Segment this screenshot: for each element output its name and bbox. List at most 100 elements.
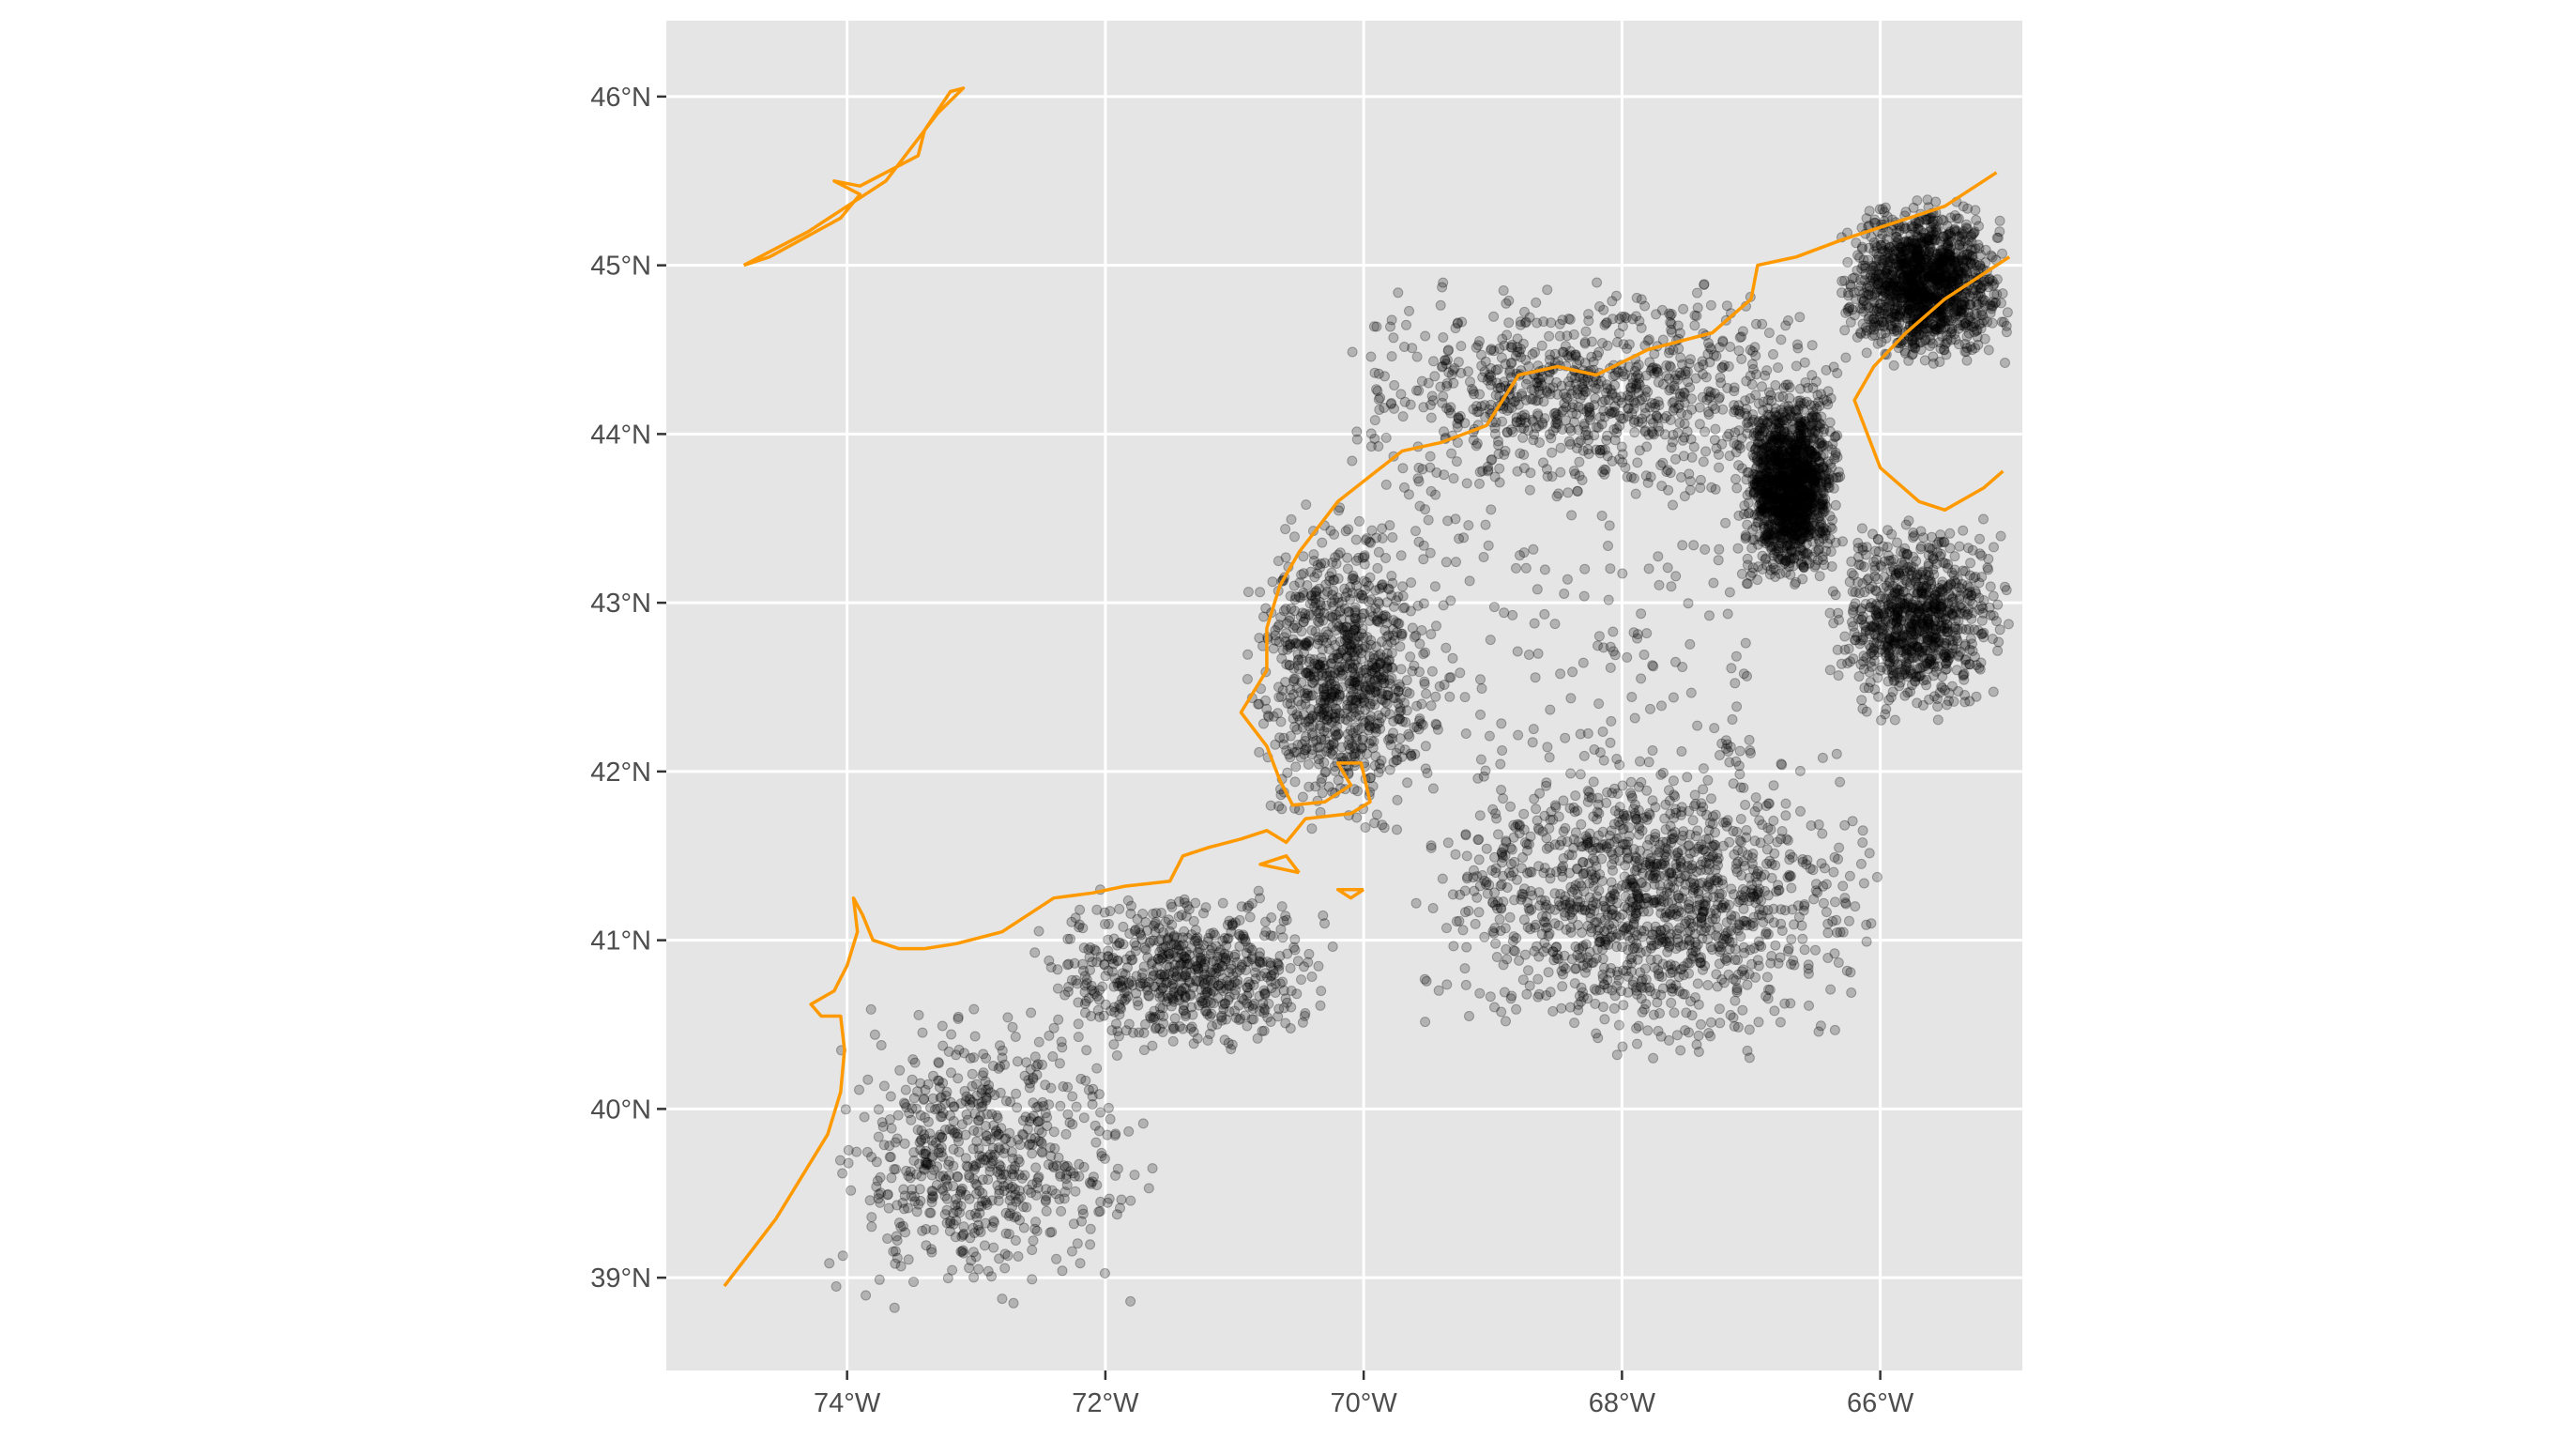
data-point: [1512, 333, 1523, 344]
data-point: [907, 1054, 919, 1065]
data-point: [1046, 1185, 1058, 1196]
data-point: [1386, 589, 1397, 601]
data-point: [1348, 573, 1359, 584]
data-point: [921, 1145, 931, 1156]
data-point: [1078, 1112, 1090, 1124]
data-point: [1384, 709, 1395, 720]
data-point: [1588, 875, 1599, 886]
data-point: [1286, 513, 1297, 525]
data-point: [1704, 610, 1715, 621]
data-point: [999, 1263, 1011, 1274]
data-point: [1276, 653, 1288, 664]
data-point: [1676, 472, 1686, 482]
data-point: [1762, 993, 1774, 1004]
data-point: [1017, 1115, 1029, 1126]
data-point: [1143, 990, 1154, 1001]
data-point: [1486, 865, 1498, 876]
data-point: [1551, 941, 1562, 953]
data-point: [1316, 986, 1327, 997]
data-point: [1169, 1013, 1181, 1024]
data-point: [1478, 552, 1489, 562]
data-point: [978, 1067, 989, 1079]
data-point: [1643, 563, 1654, 574]
data-point: [1539, 564, 1550, 575]
data-point: [1044, 1030, 1055, 1041]
data-point: [1320, 600, 1332, 611]
data-point: [939, 1098, 951, 1110]
data-point: [1459, 692, 1471, 703]
data-point: [1544, 429, 1555, 440]
data-point: [1597, 444, 1608, 455]
data-point: [1280, 524, 1291, 535]
data-point: [1664, 941, 1674, 953]
data-point: [1334, 662, 1345, 673]
data-point: [1696, 952, 1707, 963]
data-point: [1046, 1227, 1058, 1237]
data-point: [1451, 916, 1462, 927]
data-point: [1685, 918, 1697, 929]
data-point: [992, 1166, 1003, 1177]
data-point: [1031, 1102, 1043, 1113]
data-point: [948, 1143, 959, 1155]
data-point: [965, 1052, 976, 1064]
data-point: [960, 1189, 971, 1201]
data-point: [1730, 651, 1742, 662]
data-point: [1351, 695, 1363, 706]
data-point: [1094, 1125, 1105, 1137]
data-point: [1092, 1004, 1104, 1016]
data-point: [1273, 1011, 1284, 1022]
data-point: [1136, 934, 1148, 944]
data-point: [1522, 922, 1533, 933]
data-point: [1285, 590, 1296, 602]
data-point: [1521, 988, 1532, 1000]
data-point: [1766, 872, 1777, 883]
data-point: [921, 1159, 932, 1171]
data-point: [1811, 879, 1821, 890]
data-point: [1685, 864, 1697, 875]
data-point: [1435, 299, 1446, 311]
data-point: [980, 1195, 991, 1206]
data-point: [1068, 1218, 1079, 1230]
data-point: [995, 1164, 1006, 1175]
data-point: [903, 1254, 914, 1265]
data-point: [1518, 824, 1530, 835]
data-point: [1058, 1081, 1069, 1092]
data-point: [988, 1120, 999, 1131]
data-point: [1737, 1004, 1748, 1016]
data-point: [1018, 1202, 1029, 1213]
data-point: [953, 1171, 964, 1183]
data-point: [972, 1219, 983, 1231]
data-point: [1698, 369, 1708, 380]
data-point: [1642, 387, 1654, 397]
data-point: [1416, 625, 1427, 635]
data-point: [1476, 360, 1487, 372]
data-point: [913, 1009, 924, 1020]
data-point: [1045, 1151, 1057, 1161]
data-point: [997, 1052, 1008, 1064]
data-point: [1457, 925, 1469, 936]
data-point: [1204, 1029, 1215, 1039]
data-point: [1450, 849, 1461, 860]
data-point: [1442, 355, 1453, 365]
data-point: [953, 1128, 963, 1140]
data-point: [1261, 703, 1273, 714]
data-point: [984, 1134, 996, 1145]
data-point: [1280, 993, 1291, 1004]
data-point: [1125, 1295, 1136, 1307]
data-point: [1713, 860, 1723, 871]
data-point: [1420, 741, 1431, 752]
data-point: [1028, 1097, 1039, 1109]
data-point: [1459, 963, 1471, 974]
data-point: [1000, 1228, 1012, 1239]
data-point: [1599, 962, 1609, 973]
data-point: [851, 1146, 862, 1157]
data-point: [1688, 540, 1700, 551]
data-point: [1775, 1017, 1786, 1028]
data-point: [1099, 1268, 1110, 1278]
data-point: [1551, 491, 1562, 502]
data-point: [1265, 930, 1276, 941]
data-point: [1070, 1186, 1081, 1197]
data-point: [1713, 555, 1724, 566]
data-point: [1028, 1110, 1039, 1122]
data-point: [1312, 742, 1323, 753]
